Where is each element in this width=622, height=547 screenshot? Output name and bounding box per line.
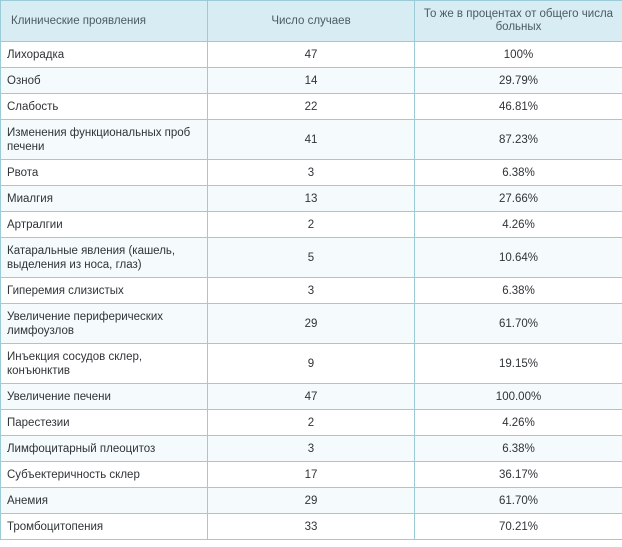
table-header: Клинические проявления Число случаев То …: [0, 0, 622, 42]
table-row: Изменения функциональных проб печени 41 …: [0, 119, 622, 160]
header-percent: То же в процентах от общего числа больны…: [414, 0, 622, 42]
percent-cell: 19.15%: [414, 343, 622, 384]
manifestation-cell: Субъектеричность склер: [0, 461, 208, 488]
percent-cell: 29.79%: [414, 67, 622, 94]
manifestation-cell: Слабость: [0, 93, 208, 120]
manifestation-cell: Инъекция сосудов склер, конъюнктив: [0, 343, 208, 384]
manifestation-cell: Изменения функциональных проб печени: [0, 119, 208, 160]
percent-cell: 61.70%: [414, 303, 622, 344]
table-row: Слабость 22 46.81%: [0, 93, 622, 120]
count-cell: 29: [207, 303, 415, 344]
table-row: Лимфоцитарный плеоцитоз 3 6.38%: [0, 435, 622, 462]
table-row: Миалгия 13 27.66%: [0, 185, 622, 212]
count-cell: 9: [207, 343, 415, 384]
table-row: Рвота 3 6.38%: [0, 159, 622, 186]
count-cell: 22: [207, 93, 415, 120]
count-cell: 13: [207, 185, 415, 212]
table-row: Субъектеричность склер 17 36.17%: [0, 461, 622, 488]
count-cell: 47: [207, 383, 415, 410]
count-cell: 3: [207, 435, 415, 462]
percent-cell: 27.66%: [414, 185, 622, 212]
percent-cell: 4.26%: [414, 211, 622, 238]
table-row: Катаральные явления (кашель, выделения и…: [0, 237, 622, 278]
table-row: Озноб 14 29.79%: [0, 67, 622, 94]
percent-cell: 6.38%: [414, 435, 622, 462]
count-cell: 5: [207, 237, 415, 278]
manifestation-cell: Лихорадка: [0, 41, 208, 68]
table-row: Артралгии 2 4.26%: [0, 211, 622, 238]
percent-cell: 100.00%: [414, 383, 622, 410]
manifestation-cell: Гиперемия слизистых: [0, 277, 208, 304]
percent-cell: 70.21%: [414, 513, 622, 540]
table-row: Увеличение периферических лимфоузлов 29 …: [0, 303, 622, 344]
table-row: Инъекция сосудов склер, конъюнктив 9 19.…: [0, 343, 622, 384]
count-cell: 2: [207, 409, 415, 436]
count-cell: 33: [207, 513, 415, 540]
percent-cell: 61.70%: [414, 487, 622, 514]
manifestation-cell: Лимфоцитарный плеоцитоз: [0, 435, 208, 462]
header-row: Клинические проявления Число случаев То …: [0, 0, 622, 42]
table-row: Лихорадка 47 100%: [0, 41, 622, 68]
header-case-count: Число случаев: [207, 0, 415, 42]
percent-cell: 6.38%: [414, 277, 622, 304]
header-manifestation: Клинические проявления: [0, 0, 208, 42]
table-row: Анемия 29 61.70%: [0, 487, 622, 514]
manifestation-cell: Тромбоцитопения: [0, 513, 208, 540]
count-cell: 47: [207, 41, 415, 68]
count-cell: 17: [207, 461, 415, 488]
count-cell: 29: [207, 487, 415, 514]
manifestation-cell: Миалгия: [0, 185, 208, 212]
manifestation-cell: Увеличение печени: [0, 383, 208, 410]
percent-cell: 10.64%: [414, 237, 622, 278]
manifestation-cell: Парестезии: [0, 409, 208, 436]
table-row: Тромбоцитопения 33 70.21%: [0, 513, 622, 540]
manifestation-cell: Катаральные явления (кашель, выделения и…: [0, 237, 208, 278]
manifestation-cell: Увеличение периферических лимфоузлов: [0, 303, 208, 344]
table-body: Лихорадка 47 100% Озноб 14 29.79% Слабос…: [0, 41, 622, 540]
percent-cell: 4.26%: [414, 409, 622, 436]
table-row: Увеличение печени 47 100.00%: [0, 383, 622, 410]
table-row: Гиперемия слизистых 3 6.38%: [0, 277, 622, 304]
count-cell: 3: [207, 159, 415, 186]
manifestation-cell: Артралгии: [0, 211, 208, 238]
manifestation-cell: Анемия: [0, 487, 208, 514]
manifestation-cell: Рвота: [0, 159, 208, 186]
manifestation-cell: Озноб: [0, 67, 208, 94]
percent-cell: 46.81%: [414, 93, 622, 120]
count-cell: 2: [207, 211, 415, 238]
percent-cell: 6.38%: [414, 159, 622, 186]
count-cell: 41: [207, 119, 415, 160]
count-cell: 14: [207, 67, 415, 94]
percent-cell: 36.17%: [414, 461, 622, 488]
percent-cell: 100%: [414, 41, 622, 68]
count-cell: 3: [207, 277, 415, 304]
table-row: Парестезии 2 4.26%: [0, 409, 622, 436]
percent-cell: 87.23%: [414, 119, 622, 160]
